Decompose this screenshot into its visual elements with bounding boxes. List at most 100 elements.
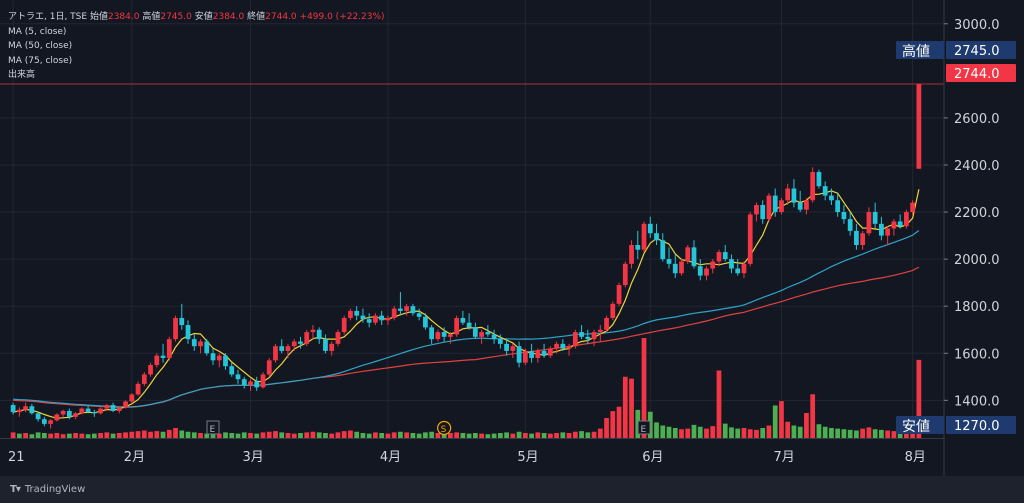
candle-body[interactable] xyxy=(460,317,466,323)
candle-body[interactable] xyxy=(879,223,884,236)
candle-body[interactable] xyxy=(223,355,228,367)
candle-body[interactable] xyxy=(173,317,178,340)
candle-body[interactable] xyxy=(235,374,241,380)
candle-body[interactable] xyxy=(816,172,822,187)
candle-body[interactable] xyxy=(323,339,328,351)
split-event-icon[interactable] xyxy=(437,420,452,436)
candle-body[interactable] xyxy=(141,374,147,384)
candle-body[interactable] xyxy=(797,202,803,210)
candle-body[interactable] xyxy=(660,240,666,260)
candle-body[interactable] xyxy=(604,317,609,330)
candle-body[interactable] xyxy=(385,317,391,321)
candle-body[interactable] xyxy=(266,360,272,375)
candle-body[interactable] xyxy=(897,221,903,227)
candle-body[interactable] xyxy=(591,332,597,340)
candle-body[interactable] xyxy=(316,329,322,340)
candle-body[interactable] xyxy=(410,306,416,314)
candle-body[interactable] xyxy=(148,365,153,375)
candle-body[interactable] xyxy=(704,268,709,276)
candle-body[interactable] xyxy=(547,348,553,356)
candle-body[interactable] xyxy=(379,315,385,321)
candle-body[interactable] xyxy=(629,245,634,264)
candle-body[interactable] xyxy=(373,315,378,323)
candle-body[interactable] xyxy=(135,383,141,395)
candle-body[interactable] xyxy=(697,266,703,276)
candle-body[interactable] xyxy=(710,261,716,269)
candle-body[interactable] xyxy=(754,204,759,215)
candle-body[interactable] xyxy=(41,419,47,424)
candle-body[interactable] xyxy=(441,332,447,337)
candle-body[interactable] xyxy=(760,204,766,220)
candle-body[interactable] xyxy=(647,223,653,234)
candle-body[interactable] xyxy=(847,219,853,231)
candle-body[interactable] xyxy=(198,341,203,347)
candle-body[interactable] xyxy=(110,405,116,411)
candle-body[interactable] xyxy=(529,350,534,358)
candle-body[interactable] xyxy=(60,410,66,415)
candle-body[interactable] xyxy=(766,195,772,220)
candle-body[interactable] xyxy=(79,408,85,414)
candle-body[interactable] xyxy=(572,332,578,347)
candle-body[interactable] xyxy=(735,268,741,274)
candle-body[interactable] xyxy=(560,343,566,349)
candle-body[interactable] xyxy=(829,195,834,201)
candle-body[interactable] xyxy=(785,188,791,201)
candle-body[interactable] xyxy=(779,200,784,213)
candle-body[interactable] xyxy=(822,186,828,196)
candle-body[interactable] xyxy=(916,84,922,169)
legend-volume[interactable]: 出来高 xyxy=(8,70,36,80)
candle-body[interactable] xyxy=(747,214,753,264)
candle-body[interactable] xyxy=(622,263,628,286)
candle-body[interactable] xyxy=(691,247,697,267)
candle-body[interactable] xyxy=(872,212,878,224)
candle-body[interactable] xyxy=(304,332,310,344)
candle-body[interactable] xyxy=(154,355,160,366)
candle-body[interactable] xyxy=(285,346,291,351)
candle-body[interactable] xyxy=(260,374,266,388)
candle-body[interactable] xyxy=(791,188,797,203)
candle-body[interactable] xyxy=(504,343,509,351)
candle-body[interactable] xyxy=(354,310,360,316)
candle-body[interactable] xyxy=(23,406,28,410)
legend-ma50[interactable]: MA (50, close) xyxy=(8,41,73,51)
candle-body[interactable] xyxy=(123,401,128,408)
candle-body[interactable] xyxy=(10,405,16,413)
candle-body[interactable] xyxy=(310,329,316,333)
price-chart[interactable]: 3000.0 2600.0 2400.0 2200.0 2000.0 1800.0 1600… xyxy=(0,0,1024,476)
candle-body[interactable] xyxy=(248,381,253,386)
candle-body[interactable] xyxy=(216,355,222,361)
candle-body[interactable] xyxy=(129,394,135,402)
candle-body[interactable] xyxy=(685,247,691,262)
candle-body[interactable] xyxy=(191,339,197,347)
legend-ma5[interactable]: MA (5, close) xyxy=(8,26,67,37)
legend-ma75[interactable]: MA (75, close) xyxy=(8,55,73,66)
candle-body[interactable] xyxy=(654,233,659,241)
candle-body[interactable] xyxy=(291,341,297,347)
candle-body[interactable] xyxy=(166,339,172,358)
candle-body[interactable] xyxy=(479,332,484,337)
candle-body[interactable] xyxy=(448,334,453,337)
candle-body[interactable] xyxy=(535,350,541,358)
candle-body[interactable] xyxy=(910,202,916,213)
candle-body[interactable] xyxy=(254,381,260,388)
candle-body[interactable] xyxy=(472,327,478,337)
candle-body[interactable] xyxy=(610,303,616,318)
candle-body[interactable] xyxy=(466,322,472,328)
candle-body[interactable] xyxy=(641,223,647,250)
candle-body[interactable] xyxy=(98,408,103,414)
candle-body[interactable] xyxy=(91,412,97,414)
candle-body[interactable] xyxy=(35,413,41,420)
candle-body[interactable] xyxy=(679,261,684,274)
candle-body[interactable] xyxy=(366,319,372,323)
candle-body[interactable] xyxy=(810,172,816,201)
candle-body[interactable] xyxy=(566,346,572,349)
candle-body[interactable] xyxy=(204,341,210,354)
tradingview-brand[interactable]: T▾ TradingView xyxy=(10,484,85,495)
candle-body[interactable] xyxy=(579,332,584,337)
candle-body[interactable] xyxy=(891,221,897,229)
candle-body[interactable] xyxy=(741,263,747,274)
candle-body[interactable] xyxy=(273,346,278,361)
legend-symbol[interactable]: アトラエ, 1日, TSE xyxy=(8,12,88,22)
candle-body[interactable] xyxy=(160,355,166,358)
candle-body[interactable] xyxy=(360,315,366,320)
